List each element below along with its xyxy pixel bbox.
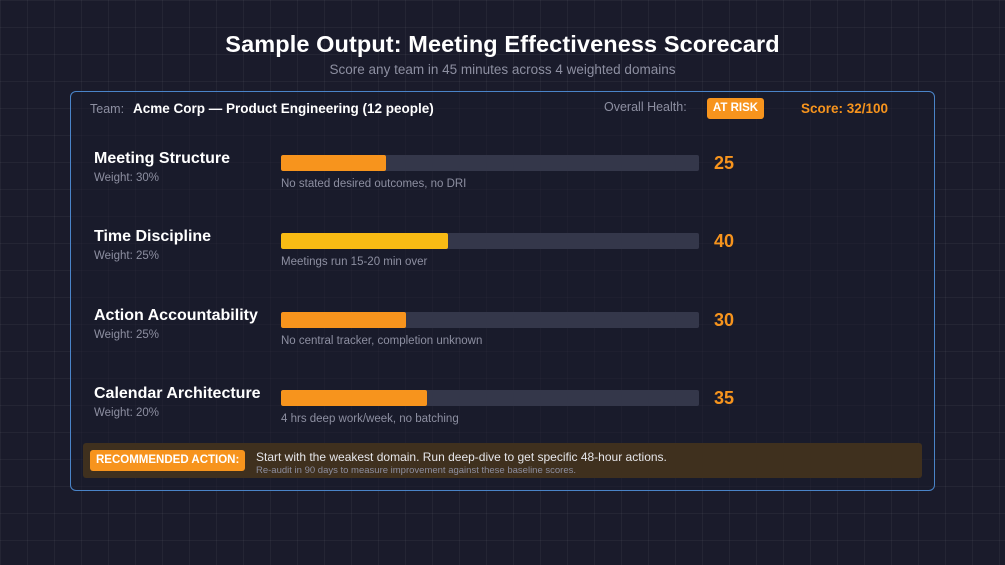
domain-name: Action Accountability (94, 307, 258, 324)
domain-note: Meetings run 15-20 min over (281, 256, 428, 268)
domain-row-time-discipline: Time Discipline Weight: 25% Meetings run… (71, 228, 932, 288)
score-bar-track (281, 155, 699, 171)
domain-score: 40 (714, 231, 735, 251)
domain-name: Time Discipline (94, 228, 212, 245)
domain-score: 25 (714, 153, 735, 173)
domain-name: Calendar Architecture (94, 385, 261, 402)
page-subtitle: Score any team in 45 minutes across 4 we… (329, 62, 676, 77)
recommended-action-text: Start with the weakest domain. Run deep-… (256, 450, 667, 464)
scorecard-panel: Team: Acme Corp — Product Engineering (1… (70, 91, 935, 491)
domain-weight: Weight: 20% (94, 407, 159, 419)
team-name: Acme Corp — Product Engineering (12 peop… (133, 101, 434, 116)
recommended-action-banner: RECOMMENDED ACTION: Start with the weake… (83, 443, 922, 478)
health-status-badge: AT RISK (707, 98, 764, 119)
domain-note: No central tracker, completion unknown (281, 335, 483, 347)
recommended-action-label: RECOMMENDED ACTION: (90, 450, 246, 471)
overall-health-label: Overall Health: (604, 100, 687, 114)
domain-note: No stated desired outcomes, no DRI (281, 178, 467, 190)
page-title: Sample Output: Meeting Effectiveness Sco… (225, 31, 780, 57)
domain-row-calendar-architecture: Calendar Architecture Weight: 20% 4 hrs … (71, 385, 932, 445)
domain-weight: Weight: 25% (94, 329, 159, 341)
domain-name: Meeting Structure (94, 150, 231, 167)
domain-row-meeting-structure: Meeting Structure Weight: 30% No stated … (71, 150, 932, 210)
domain-weight: Weight: 25% (94, 250, 159, 262)
score-bar-track (281, 390, 699, 406)
domain-weight: Weight: 30% (94, 172, 159, 184)
domain-row-action-accountability: Action Accountability Weight: 25% No cen… (71, 307, 932, 367)
recommended-action-subtext: Re-audit in 90 days to measure improveme… (256, 465, 577, 476)
score-bar-fill (281, 390, 428, 406)
score-bar-track (281, 233, 699, 249)
score-bar-fill (281, 312, 407, 328)
score-bar-fill (281, 155, 386, 171)
team-label: Team: (90, 102, 125, 116)
score-bar-fill (281, 233, 449, 249)
overall-score: Score: 32/100 (801, 101, 889, 116)
score-bar-track (281, 312, 699, 328)
domain-score: 35 (714, 388, 735, 408)
domain-note: 4 hrs deep work/week, no batching (281, 413, 459, 425)
domain-score: 30 (714, 310, 735, 330)
